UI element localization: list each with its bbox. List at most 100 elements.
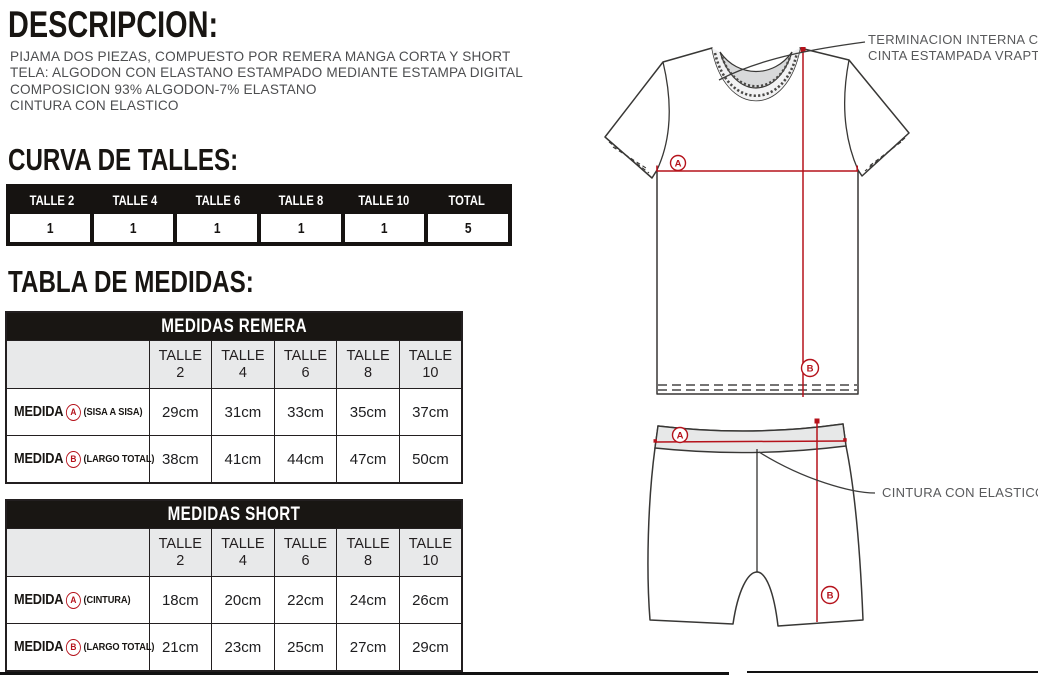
size-header: TALLE 6	[273, 528, 338, 577]
description-text: PIJAMA DOS PIEZAS, COMPUESTO POR REMERA …	[10, 49, 523, 115]
measure-marker-a-shorts: A	[671, 426, 689, 444]
table-row: MEDIDA A (CINTURA) 18cm 20cm 22cm 24cm 2…	[5, 576, 463, 624]
shorts-annotation: CINTURA CON ELASTICO	[882, 485, 1038, 500]
size-curve-value: 1	[10, 214, 90, 242]
size-curve-value: 1	[344, 214, 425, 242]
tshirt-annotation-leader	[718, 41, 866, 81]
size-curve-value-row: 1 1 1 1 1 5	[10, 214, 509, 242]
size-header: TALLE 10	[398, 528, 463, 577]
measure-value: 41cm	[211, 435, 275, 484]
tshirt-measure-marks: A B	[656, 47, 858, 397]
measure-value: 18cm	[148, 576, 213, 624]
size-curve-header-row: TALLE 2 TALLE 4 TALLE 6 TALLE 8 TALLE 10…	[10, 188, 508, 211]
size-header: TALLE 2	[148, 340, 213, 389]
collar-back-neck-seam	[719, 51, 793, 73]
measure-tick	[653, 439, 657, 443]
table-row: MEDIDA B (LARGO TOTAL) 21cm 23cm 25cm 27…	[5, 623, 463, 672]
garment-technical-drawing: A B A B TERMINACION INTERNA C	[604, 32, 1038, 627]
measure-marker-a-tshirt: A	[669, 154, 687, 172]
size-header: TALLE 10	[398, 340, 463, 389]
measure-marker-a: A	[65, 403, 81, 421]
shorts-drawing	[647, 423, 864, 627]
sleeve-hem-stitch	[608, 141, 650, 174]
measure-value: 31cm	[211, 388, 275, 436]
measure-value: 29cm	[398, 623, 463, 672]
shorts-measure-marks: A B	[653, 418, 847, 622]
armhole-seam-right	[843, 59, 859, 171]
description-line: COMPOSICION 93% ALGODON-7% ELASTANO	[10, 81, 317, 97]
measure-value: 47cm	[336, 435, 400, 484]
measure-value: 33cm	[273, 388, 338, 436]
tshirt-annotation-line1: TERMINACION INTERNA CON	[868, 32, 1038, 47]
measure-value: 27cm	[336, 623, 400, 672]
size-header: TALLE 6	[273, 340, 338, 389]
measure-tick	[814, 418, 820, 424]
size-curve-title: CURVA DE TALLES:	[8, 142, 239, 177]
table-row: TALLE 2 TALLE 4 TALLE 6 TALLE 8 TALLE 10	[5, 528, 463, 577]
measure-value: 29cm	[148, 388, 213, 436]
measure-tick	[856, 165, 858, 172]
measure-value: 20cm	[211, 576, 275, 624]
measure-tick	[800, 47, 806, 52]
measure-value: 22cm	[273, 576, 338, 624]
measure-value: 35cm	[336, 388, 400, 436]
svg-text:A: A	[677, 431, 684, 442]
shorts-annotation-leader	[758, 451, 876, 494]
size-header: TALLE 2	[148, 528, 213, 577]
measure-label-cell: MEDIDA B (LARGO TOTAL)	[5, 623, 154, 672]
table-row: MEDIDAS SHORT	[5, 499, 463, 529]
size-curve-header: TOTAL	[448, 191, 485, 208]
measure-value: 24cm	[336, 576, 400, 624]
footer-rule-right	[747, 671, 1038, 673]
measure-label-cell: MEDIDA B (LARGO TOTAL)	[5, 435, 154, 484]
measure-value: 37cm	[398, 388, 463, 436]
measure-table-title: TABLA DE MEDIDAS:	[8, 264, 254, 299]
svg-text:B: B	[827, 591, 834, 602]
waistband	[654, 423, 847, 454]
size-curve-value: 1	[177, 214, 258, 242]
size-curve-table: TALLE 2 TALLE 4 TALLE 6 TALLE 8 TALLE 10…	[6, 184, 512, 246]
measure-marker-a: A	[65, 591, 81, 609]
footer-rule-left	[0, 672, 729, 675]
tshirt-annotation-line2: CINTA ESTAMPADA VRAPTOR	[868, 48, 1038, 63]
medidas-remera-table: MEDIDAS REMERA TALLE 2 TALLE 4 TALLE 6 TALL…	[5, 311, 463, 484]
measure-value: 23cm	[211, 623, 275, 672]
size-curve-header: TALLE 8	[278, 191, 323, 208]
measure-value: 38cm	[148, 435, 213, 484]
remera-table-header: MEDIDAS REMERA	[5, 311, 463, 341]
measure-value: 50cm	[398, 435, 463, 484]
measure-marker-b: B	[65, 450, 81, 468]
size-curve-header: TALLE 2	[29, 191, 74, 208]
measure-value: 25cm	[273, 623, 338, 672]
size-curve-value: 1	[261, 214, 341, 242]
armhole-seam-left	[656, 61, 670, 171]
measure-value: 44cm	[273, 435, 338, 484]
collar-rib-texture	[713, 52, 799, 98]
description-line: TELA: ALGODON CON ELASTANO ESTAMPADO MED…	[10, 65, 523, 81]
tshirt-drawing	[604, 47, 910, 395]
table-row: MEDIDAS REMERA	[5, 311, 463, 341]
medidas-short-table: MEDIDAS SHORT TALLE 2 TALLE 4 TALLE 6 TALLE…	[5, 499, 463, 672]
table-row: MEDIDA B (LARGO TOTAL) 38cm 41cm 44cm 47…	[5, 435, 463, 484]
measure-label-cell: MEDIDA A (SISA A SISA)	[5, 388, 150, 436]
measure-value: 26cm	[398, 576, 463, 624]
svg-text:A: A	[675, 159, 682, 170]
size-header: TALLE 4	[211, 340, 275, 389]
size-header: TALLE 8	[336, 528, 400, 577]
empty-corner-cell	[5, 528, 150, 577]
measure-label-cell: MEDIDA A (CINTURA)	[5, 576, 150, 624]
measure-marker-b-shorts: B	[820, 585, 840, 605]
description-line: PIJAMA DOS PIEZAS, COMPUESTO POR REMERA …	[10, 49, 511, 64]
size-curve-value: 1	[93, 214, 174, 242]
empty-corner-cell	[5, 340, 150, 389]
measure-marker-b: B	[65, 638, 81, 656]
measure-line-a-shorts	[655, 440, 846, 443]
short-table-header: MEDIDAS SHORT	[5, 499, 463, 529]
description-line: CINTURA CON ELASTICO	[10, 98, 179, 114]
size-header: TALLE 8	[336, 340, 400, 389]
svg-text:B: B	[807, 364, 814, 375]
measure-tick	[843, 438, 847, 442]
size-curve-header: TALLE 4	[112, 191, 157, 208]
table-row: TALLE 2 TALLE 4 TALLE 6 TALLE 8 TALLE 10	[5, 340, 463, 389]
